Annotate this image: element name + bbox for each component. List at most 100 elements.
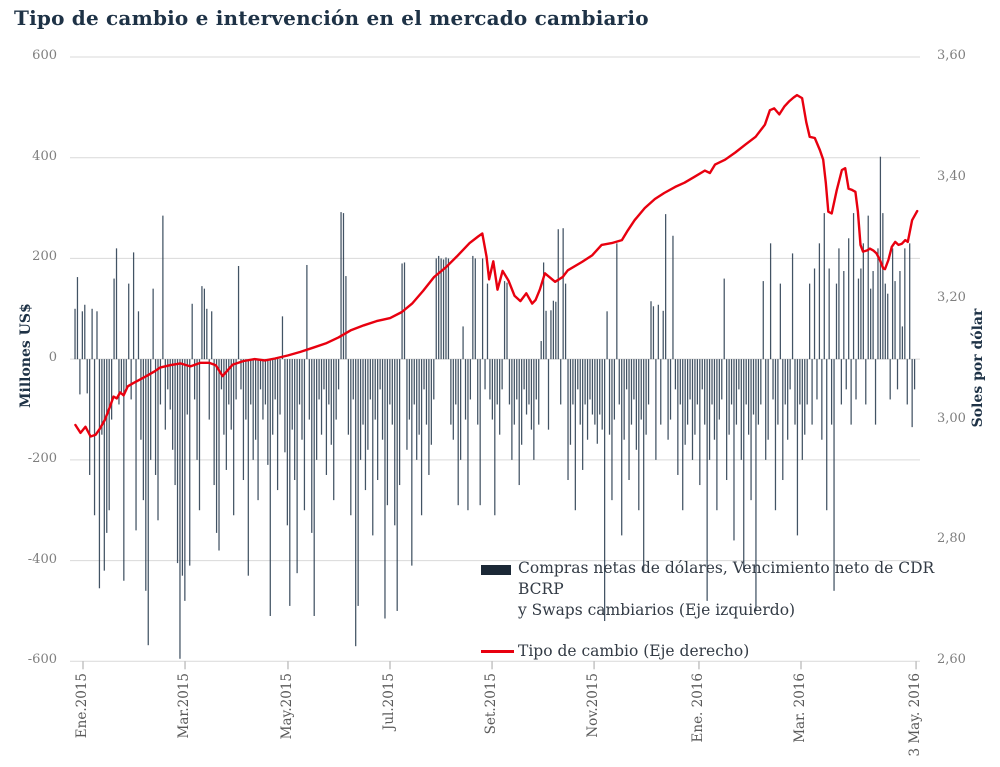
intervention-bar xyxy=(472,255,474,360)
x-axis-tick-label: Set.2015 xyxy=(483,673,500,735)
intervention-bar xyxy=(706,359,708,601)
intervention-bar xyxy=(213,359,215,486)
intervention-bar xyxy=(850,359,852,425)
intervention-bar xyxy=(484,359,486,390)
intervention-bar xyxy=(367,359,369,450)
intervention-bar xyxy=(150,359,152,460)
intervention-bar xyxy=(286,359,288,526)
intervention-bar xyxy=(691,359,694,460)
intervention-bar xyxy=(667,359,669,440)
intervention-bar xyxy=(389,359,391,405)
intervention-bar xyxy=(323,359,325,390)
intervention-bar xyxy=(413,359,415,405)
intervention-bar xyxy=(823,213,825,360)
intervention-bar xyxy=(582,359,584,470)
intervention-bar xyxy=(647,359,650,405)
intervention-bar xyxy=(564,283,567,360)
intervention-bar xyxy=(272,359,274,435)
intervention-bar xyxy=(193,359,196,400)
intervention-bar xyxy=(111,359,113,420)
intervention-bar xyxy=(865,359,867,405)
intervention-bar xyxy=(848,238,850,360)
intervention-bar xyxy=(618,359,620,405)
chart-title: Tipo de cambio e intervención en el merc… xyxy=(14,6,649,30)
intervention-bar xyxy=(525,359,528,415)
x-axis-tick-label: Nov.2015 xyxy=(585,673,602,738)
intervention-bar xyxy=(774,359,777,511)
x-axis-tick-label: Jul.2015 xyxy=(381,673,397,731)
intervention-bar xyxy=(320,359,323,435)
intervention-bar xyxy=(154,359,157,475)
x-axis-tick-label: 3 May. 2016 xyxy=(907,673,924,757)
intervention-bar xyxy=(298,359,301,405)
intervention-bar xyxy=(828,268,830,360)
intervention-bar xyxy=(137,311,140,360)
intervention-bar xyxy=(181,359,184,576)
intervention-bar xyxy=(74,308,76,360)
intervention-bar xyxy=(98,359,101,589)
intervention-bar xyxy=(699,359,701,486)
intervention-bar xyxy=(906,359,908,405)
intervention-bar xyxy=(262,359,264,420)
legend-item-bars: Compras netas de dólares, Vencimiento ne… xyxy=(481,558,951,621)
intervention-bar xyxy=(679,359,681,405)
intervention-bar xyxy=(862,243,864,360)
intervention-bar xyxy=(167,359,169,390)
intervention-bar xyxy=(713,359,716,440)
intervention-bar xyxy=(337,359,340,390)
intervention-bar xyxy=(93,359,96,516)
intervention-bar xyxy=(359,359,362,460)
intervention-bar xyxy=(708,359,711,460)
intervention-bar xyxy=(552,300,554,360)
intervention-bar xyxy=(257,359,259,501)
intervention-bar xyxy=(474,258,476,360)
intervention-bar xyxy=(789,359,791,390)
intervention-bar xyxy=(179,359,181,659)
intervention-bar xyxy=(496,359,498,405)
intervention-bar xyxy=(728,359,730,435)
intervention-bar xyxy=(528,359,530,405)
intervention-bar xyxy=(557,229,559,360)
intervention-bar xyxy=(506,282,508,360)
intervention-bar xyxy=(550,310,552,360)
intervention-bar xyxy=(316,359,318,460)
intervention-bar xyxy=(752,359,755,415)
intervention-bar xyxy=(335,359,337,420)
intervention-bar xyxy=(120,359,123,392)
intervention-bar xyxy=(372,359,374,536)
intervention-bar xyxy=(340,212,342,360)
x-axis-tick-label: May.2015 xyxy=(278,673,295,740)
intervention-bar xyxy=(796,359,799,536)
intervention-bar xyxy=(779,283,781,360)
intervention-bar xyxy=(518,359,520,486)
intervention-bar xyxy=(264,359,267,405)
intervention-bar xyxy=(569,359,572,445)
right-axis-tick-label: 2,80 xyxy=(937,531,966,547)
intervention-bar xyxy=(491,359,493,420)
intervention-bar xyxy=(782,359,784,481)
bar-series-swatch-icon xyxy=(481,565,511,575)
intervention-bar xyxy=(901,326,904,360)
intervention-bar xyxy=(313,359,315,616)
intervention-bar xyxy=(523,359,525,390)
intervention-bar xyxy=(242,359,245,481)
intervention-bar xyxy=(125,359,127,390)
intervention-bar xyxy=(586,359,589,440)
intervention-bar xyxy=(191,303,193,360)
intervention-bar xyxy=(660,359,662,425)
intervention-bar xyxy=(396,359,398,611)
intervention-bar xyxy=(486,283,489,360)
left-axis-tick-label: 200 xyxy=(32,249,57,265)
intervention-bar xyxy=(235,359,237,400)
intervention-bar xyxy=(596,359,598,444)
intervention-bar xyxy=(135,359,137,531)
intervention-bar xyxy=(696,359,698,405)
intervention-bar xyxy=(633,359,635,400)
intervention-bar xyxy=(152,288,154,360)
intervention-bar xyxy=(84,304,86,360)
right-axis-tick-label: 3,40 xyxy=(937,168,966,184)
intervention-bar xyxy=(513,359,515,425)
intervention-bar xyxy=(777,359,779,425)
intervention-bar xyxy=(462,326,464,360)
